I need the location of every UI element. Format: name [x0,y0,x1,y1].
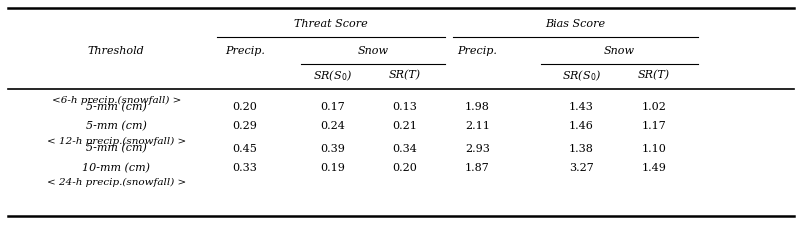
Text: 0.17: 0.17 [321,102,345,112]
Text: 1.17: 1.17 [642,121,666,131]
Text: < 12-h precip.(snowfall) >: < 12-h precip.(snowfall) > [47,137,186,146]
Text: 10-mm (cm): 10-mm (cm) [83,162,150,173]
Text: SR(S$_0$): SR(S$_0$) [562,68,601,83]
Text: 1.49: 1.49 [641,163,666,173]
Text: Snow: Snow [358,46,388,56]
Text: SR(T): SR(T) [638,70,670,81]
Text: 5-mm (cm): 5-mm (cm) [86,121,147,131]
Text: < 24-h precip.(snowfall) >: < 24-h precip.(snowfall) > [47,178,186,187]
Text: 0.19: 0.19 [320,163,346,173]
Text: Precip.: Precip. [225,46,265,56]
Text: 1.38: 1.38 [569,144,594,153]
Text: Snow: Snow [604,46,635,56]
Text: Bias Score: Bias Score [545,19,606,29]
Text: 5-mm (cm): 5-mm (cm) [86,143,147,154]
Text: 0.13: 0.13 [392,102,418,112]
Text: 0.20: 0.20 [392,163,418,173]
Text: 1.87: 1.87 [465,163,489,173]
Text: 0.20: 0.20 [232,102,257,112]
Text: 2.11: 2.11 [464,121,490,131]
Text: 5-mm (cm): 5-mm (cm) [86,102,147,112]
Text: 1.10: 1.10 [641,144,666,153]
Text: SR(T): SR(T) [389,70,421,81]
Text: Threshold: Threshold [88,46,144,56]
Text: 0.29: 0.29 [232,121,257,131]
Text: 1.02: 1.02 [641,102,666,112]
Text: 0.24: 0.24 [320,121,346,131]
Text: 0.45: 0.45 [232,144,257,153]
Text: 1.98: 1.98 [464,102,490,112]
Text: 0.21: 0.21 [392,121,418,131]
Text: 2.93: 2.93 [464,144,490,153]
Text: 1.46: 1.46 [569,121,594,131]
Text: 3.27: 3.27 [569,163,593,173]
Text: Threat Score: Threat Score [294,19,367,29]
Text: <6-h precip.(snowfall) >: <6-h precip.(snowfall) > [51,96,181,105]
Text: Precip.: Precip. [457,46,497,56]
Text: SR(S$_0$): SR(S$_0$) [314,68,352,83]
Text: 1.43: 1.43 [569,102,594,112]
Text: 0.34: 0.34 [392,144,418,153]
Text: 0.33: 0.33 [232,163,257,173]
Text: 0.39: 0.39 [320,144,346,153]
